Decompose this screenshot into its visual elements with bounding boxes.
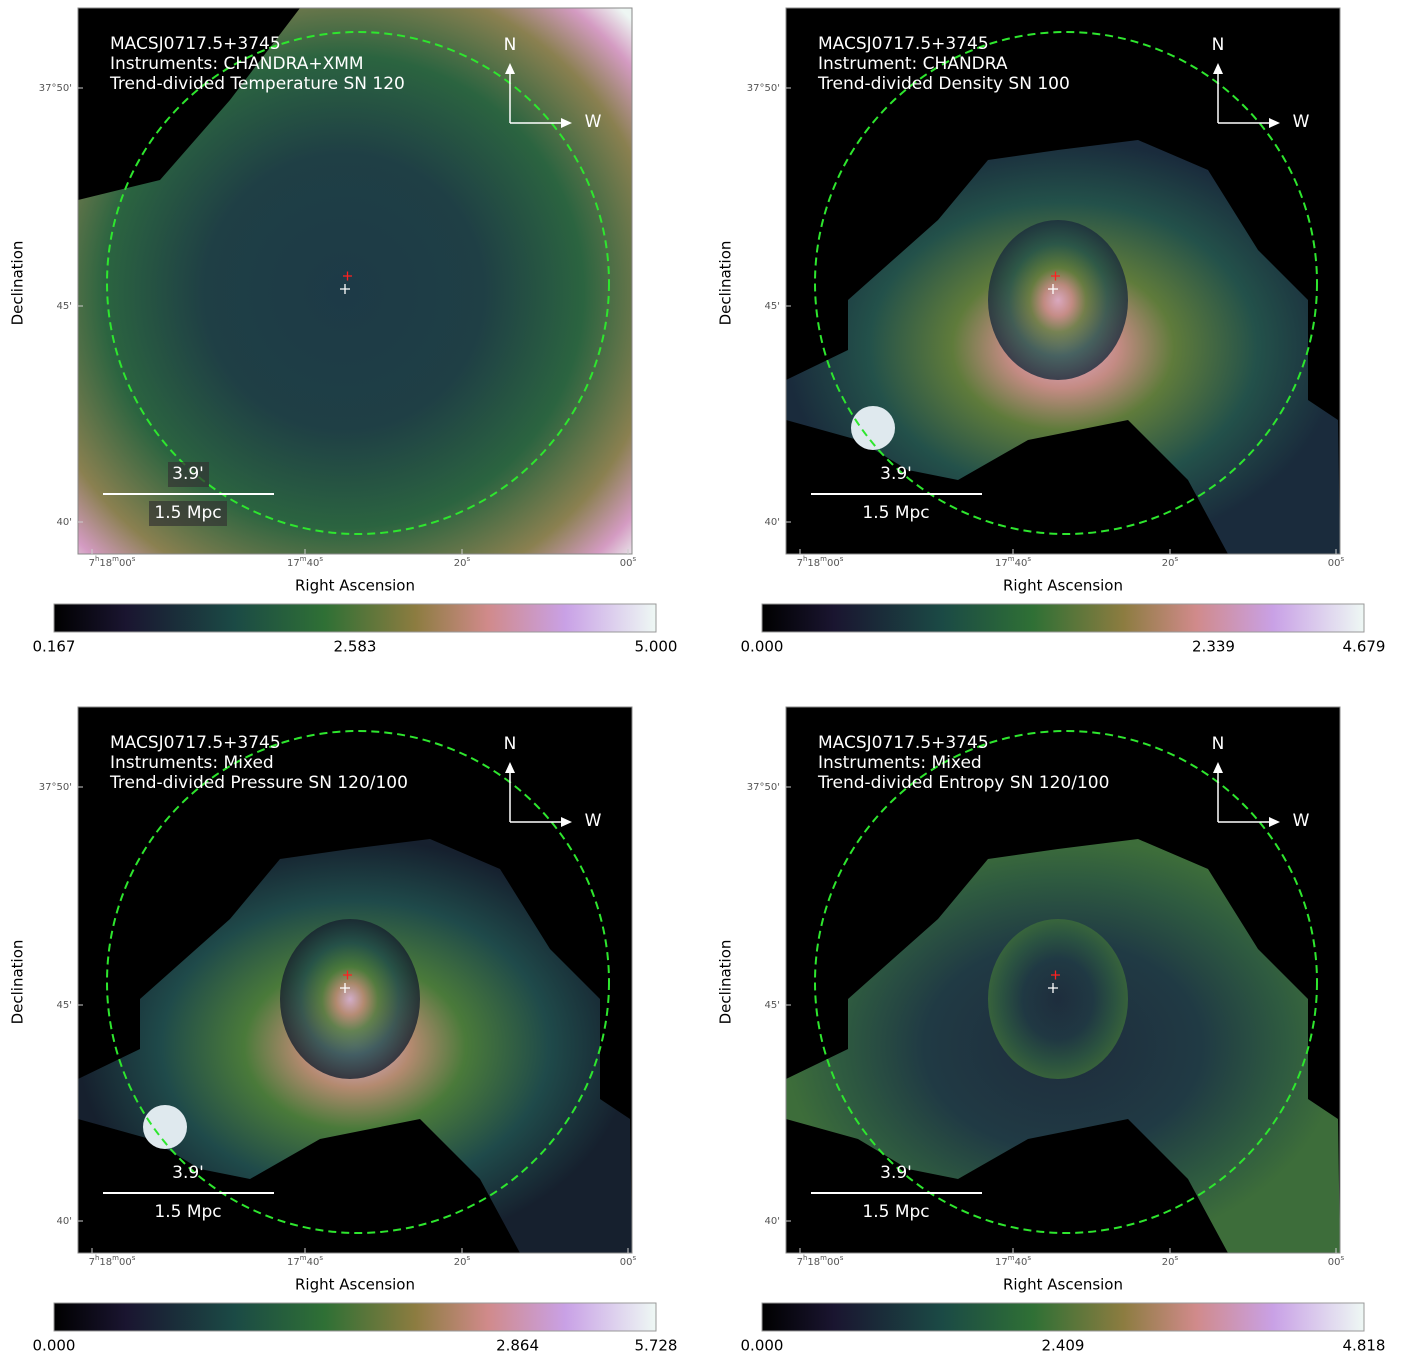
colorbar-tick-label: 0.000	[33, 1337, 76, 1355]
compass-north: N	[504, 35, 517, 55]
scale-distance: 1.5 Mpc	[154, 1202, 221, 1222]
y-tick-label: 40'	[765, 1216, 780, 1227]
map-core	[988, 919, 1128, 1079]
scale-angle: 3.9'	[880, 1163, 912, 1183]
panel-title: Trend-divided Pressure SN 120/100	[109, 773, 408, 793]
x-tick-label: 20s	[454, 555, 471, 569]
colorbar-tick-label: 0.000	[741, 1337, 784, 1355]
x-tick-label: 7h18m00s	[797, 555, 844, 569]
colorbar	[54, 604, 656, 632]
compass-west: W	[585, 811, 602, 831]
compass-west: W	[1293, 811, 1310, 831]
x-tick-label: 00s	[1328, 1254, 1345, 1268]
scale-angle: 3.9'	[172, 464, 204, 484]
y-tick-label: 45'	[765, 301, 780, 312]
panel-title: MACSJ0717.5+3745	[818, 34, 989, 54]
y-tick-label: 45'	[765, 1000, 780, 1011]
panel-title: Instruments: CHANDRA+XMM	[110, 54, 364, 74]
y-tick-label: 40'	[57, 517, 72, 528]
compass-north: N	[1212, 734, 1225, 754]
x-tick-label: 20s	[1162, 1254, 1179, 1268]
colorbar-tick-label: 0.167	[33, 638, 76, 656]
panel-title: Instruments: Mixed	[110, 753, 274, 773]
colorbar-tick-label: 2.409	[1042, 1337, 1085, 1355]
panel-title: Instrument: CHANDRA	[818, 54, 1008, 74]
x-axis-label: Right Ascension	[1003, 1276, 1123, 1294]
x-tick-label: 17m40s	[287, 555, 323, 569]
x-axis-label: Right Ascension	[295, 1276, 415, 1294]
y-axis-label: Declination	[717, 940, 735, 1025]
panel-title: MACSJ0717.5+3745	[818, 733, 989, 753]
colorbar	[762, 1303, 1364, 1331]
x-tick-label: 7h18m00s	[89, 1254, 136, 1268]
y-tick-label: 40'	[57, 1216, 72, 1227]
figure: MACSJ0717.5+3745Instruments: CHANDRA+XMM…	[0, 0, 1411, 1358]
y-axis-label: Declination	[9, 940, 27, 1025]
colorbar	[762, 604, 1364, 632]
colorbar-tick-label: 2.339	[1192, 638, 1235, 656]
map-core	[280, 919, 420, 1079]
y-axis-label: Declination	[9, 241, 27, 326]
y-tick-label: 37°50'	[39, 782, 72, 793]
compass-north: N	[1212, 35, 1225, 55]
map-core	[988, 220, 1128, 380]
colorbar-tick-label: 4.679	[1343, 638, 1386, 656]
colorbar-tick-label: 0.000	[741, 638, 784, 656]
x-tick-label: 00s	[620, 1254, 637, 1268]
panel-title: Instruments: Mixed	[818, 753, 982, 773]
scale-distance: 1.5 Mpc	[862, 503, 929, 523]
x-tick-label: 20s	[454, 1254, 471, 1268]
colorbar-tick-label: 2.864	[496, 1337, 539, 1355]
y-tick-label: 37°50'	[747, 83, 780, 94]
scale-distance: 1.5 Mpc	[154, 503, 221, 523]
colorbar-tick-label: 2.583	[334, 638, 377, 656]
x-tick-label: 20s	[1162, 555, 1179, 569]
x-tick-label: 00s	[1328, 555, 1345, 569]
panel-title: MACSJ0717.5+3745	[110, 34, 281, 54]
colorbar-tick-label: 5.000	[635, 638, 678, 656]
y-tick-label: 45'	[57, 301, 72, 312]
y-tick-label: 37°50'	[39, 83, 72, 94]
x-tick-label: 17m40s	[995, 1254, 1031, 1268]
y-axis-label: Declination	[717, 241, 735, 326]
y-tick-label: 40'	[765, 517, 780, 528]
scale-distance: 1.5 Mpc	[862, 1202, 929, 1222]
colorbar	[54, 1303, 656, 1331]
panel-title: Trend-divided Density SN 100	[817, 74, 1070, 94]
colorbar-tick-label: 5.728	[635, 1337, 678, 1355]
panel-title: Trend-divided Entropy SN 120/100	[817, 773, 1109, 793]
x-axis-label: Right Ascension	[1003, 577, 1123, 595]
x-tick-label: 7h18m00s	[89, 555, 136, 569]
panel-title: MACSJ0717.5+3745	[110, 733, 281, 753]
x-tick-label: 17m40s	[995, 555, 1031, 569]
x-axis-label: Right Ascension	[295, 577, 415, 595]
x-tick-label: 00s	[620, 555, 637, 569]
x-tick-label: 7h18m00s	[797, 1254, 844, 1268]
y-tick-label: 45'	[57, 1000, 72, 1011]
compass-north: N	[504, 734, 517, 754]
scale-angle: 3.9'	[172, 1163, 204, 1183]
y-tick-label: 37°50'	[747, 782, 780, 793]
panel-title: Trend-divided Temperature SN 120	[109, 74, 405, 94]
compass-west: W	[1293, 112, 1310, 132]
x-tick-label: 17m40s	[287, 1254, 323, 1268]
compass-west: W	[585, 112, 602, 132]
colorbar-tick-label: 4.818	[1343, 1337, 1386, 1355]
scale-angle: 3.9'	[880, 464, 912, 484]
